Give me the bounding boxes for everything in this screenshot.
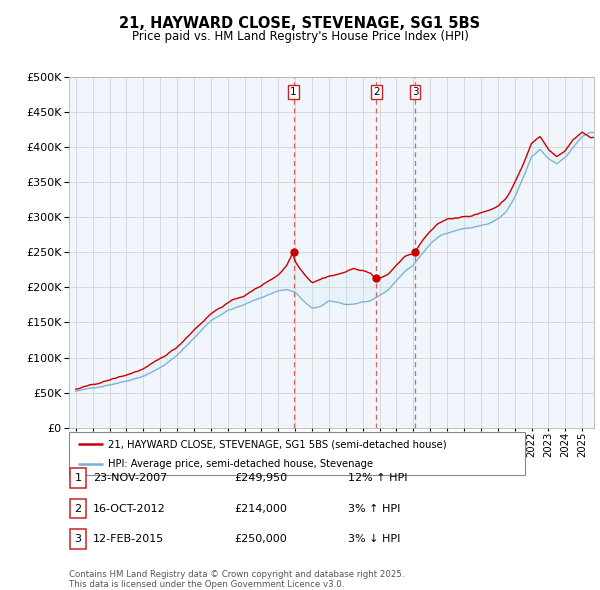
Text: 3: 3 (74, 535, 82, 544)
Text: 12% ↑ HPI: 12% ↑ HPI (348, 473, 407, 483)
Text: HPI: Average price, semi-detached house, Stevenage: HPI: Average price, semi-detached house,… (108, 460, 373, 469)
Text: This data is licensed under the Open Government Licence v3.0.: This data is licensed under the Open Gov… (69, 579, 344, 589)
Text: 1: 1 (290, 87, 297, 97)
Text: 16-OCT-2012: 16-OCT-2012 (93, 504, 166, 513)
Text: 3% ↑ HPI: 3% ↑ HPI (348, 504, 400, 513)
Text: 1: 1 (74, 473, 82, 483)
FancyBboxPatch shape (70, 468, 86, 488)
Text: 3% ↓ HPI: 3% ↓ HPI (348, 535, 400, 544)
Text: £214,000: £214,000 (234, 504, 287, 513)
Text: 2: 2 (74, 504, 82, 513)
Text: £249,950: £249,950 (234, 473, 287, 483)
Text: 21, HAYWARD CLOSE, STEVENAGE, SG1 5BS: 21, HAYWARD CLOSE, STEVENAGE, SG1 5BS (119, 16, 481, 31)
Text: 3: 3 (412, 87, 418, 97)
Text: Price paid vs. HM Land Registry's House Price Index (HPI): Price paid vs. HM Land Registry's House … (131, 30, 469, 43)
FancyBboxPatch shape (69, 432, 525, 475)
Text: 21, HAYWARD CLOSE, STEVENAGE, SG1 5BS (semi-detached house): 21, HAYWARD CLOSE, STEVENAGE, SG1 5BS (s… (108, 440, 446, 450)
FancyBboxPatch shape (70, 529, 86, 549)
Text: 23-NOV-2007: 23-NOV-2007 (93, 473, 167, 483)
Text: 2: 2 (373, 87, 380, 97)
FancyBboxPatch shape (70, 499, 86, 519)
Text: Contains HM Land Registry data © Crown copyright and database right 2025.: Contains HM Land Registry data © Crown c… (69, 570, 404, 579)
Text: £250,000: £250,000 (234, 535, 287, 544)
Text: 12-FEB-2015: 12-FEB-2015 (93, 535, 164, 544)
